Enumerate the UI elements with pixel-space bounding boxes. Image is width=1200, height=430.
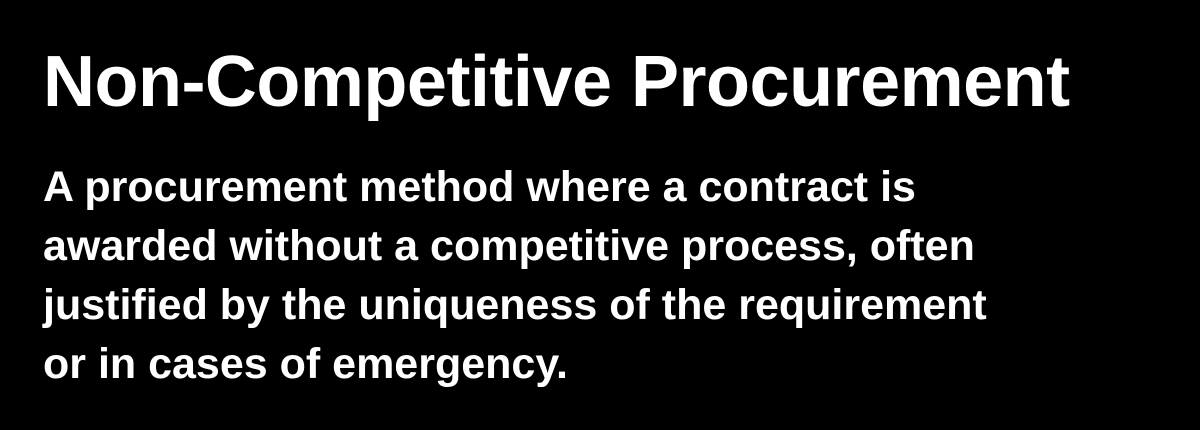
- definition-line: awarded without a competitive process, o…: [43, 222, 975, 270]
- term-title: Non-Competitive Procurement: [43, 42, 1070, 122]
- definition-line: or in cases of emergency.: [43, 340, 568, 388]
- definition-line: justified by the uniqueness of the requi…: [43, 281, 987, 329]
- definition-line: A procurement method where a contract is: [43, 163, 916, 211]
- term-definition: A procurement method where a contract is…: [43, 158, 1163, 394]
